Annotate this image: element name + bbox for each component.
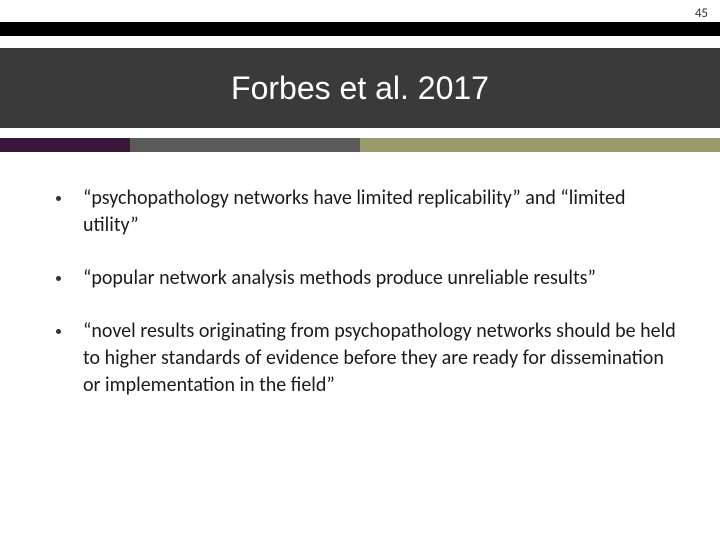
bullet-item: “novel results originating from psychopa… (56, 318, 676, 399)
bullet-text: “novel results originating from psychopa… (83, 318, 676, 399)
bullet-text: “popular network analysis methods produc… (83, 265, 596, 292)
title-band: Forbes et al. 2017 (0, 48, 720, 128)
bullet-item: “psychopathology networks have limited r… (56, 185, 676, 239)
bullet-dot-icon (56, 196, 61, 201)
bullet-dot-icon (56, 276, 61, 281)
page-number: 45 (695, 6, 708, 21)
top-black-bar (0, 22, 720, 36)
bullet-dot-icon (56, 329, 61, 334)
accent-seg-0 (0, 138, 130, 152)
bullet-text: “psychopathology networks have limited r… (83, 185, 676, 239)
content-area: “psychopathology networks have limited r… (56, 185, 676, 425)
accent-stripe (0, 138, 720, 152)
accent-seg-2 (360, 138, 720, 152)
accent-seg-1 (130, 138, 360, 152)
slide-title: Forbes et al. 2017 (231, 70, 489, 107)
bullet-item: “popular network analysis methods produc… (56, 265, 676, 292)
